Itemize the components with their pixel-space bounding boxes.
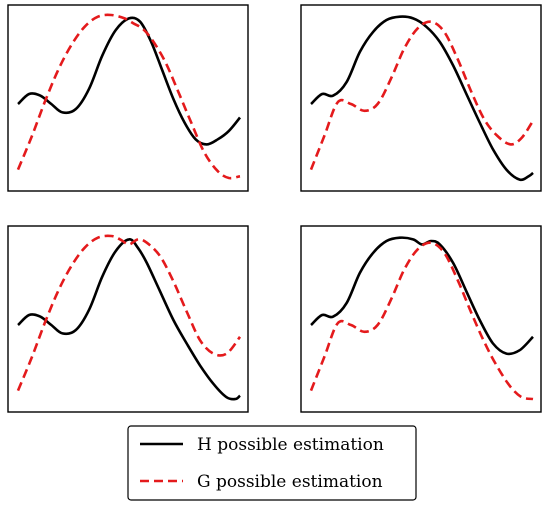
- g-series-line: [309, 20, 535, 171]
- panel-top-right: [300, 4, 542, 192]
- g-series-line: [16, 234, 242, 392]
- panel-frame: [7, 4, 249, 192]
- legend-frame: [127, 425, 417, 501]
- panel-frame: [300, 4, 542, 192]
- g-series-line: [16, 13, 241, 180]
- panel-top-left: [7, 4, 249, 192]
- panel-bottom-right: [300, 225, 542, 413]
- panel-bottom-left: [7, 225, 249, 413]
- panel-frame: [300, 225, 542, 413]
- legend-label-g: G possible estimation: [197, 472, 383, 492]
- h-series-line: [17, 238, 241, 401]
- h-series-line: [310, 236, 534, 356]
- legend-label-h: H possible estimation: [197, 435, 384, 455]
- h-series-line: [310, 15, 534, 182]
- legend: H possible estimation G possible estimat…: [127, 425, 417, 501]
- panel-frame: [7, 225, 249, 413]
- g-series-line: [309, 241, 534, 401]
- h-series-line: [17, 16, 242, 146]
